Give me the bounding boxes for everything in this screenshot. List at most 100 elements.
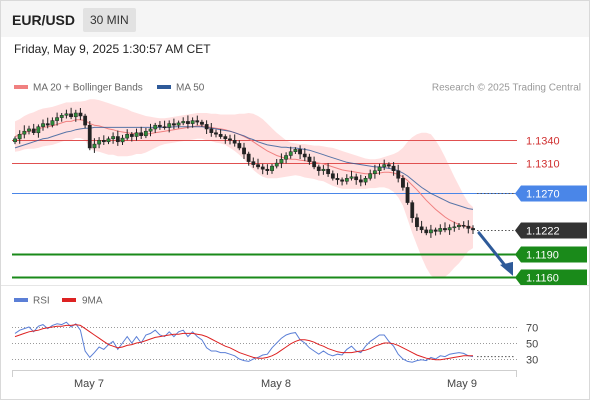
- candle: [433, 227, 438, 236]
- candle: [466, 220, 471, 234]
- candle-body: [358, 179, 363, 183]
- candle: [443, 222, 447, 233]
- candle: [167, 120, 172, 133]
- candle-body: [172, 123, 176, 126]
- candle: [237, 140, 242, 151]
- candle: [438, 224, 443, 235]
- candle: [471, 225, 475, 234]
- candle-body: [401, 178, 405, 188]
- candle-body: [176, 122, 181, 126]
- candle: [36, 124, 41, 138]
- level-label-1-1270: 1.1270: [526, 189, 560, 201]
- x-tick-label: May 7: [74, 378, 104, 390]
- level-tag-1-1190: 1.1190: [515, 246, 587, 263]
- timeframe-button[interactable]: 30 MIN: [83, 8, 136, 32]
- candle-body: [298, 149, 302, 155]
- candle-body: [256, 164, 260, 168]
- bollinger-band: [15, 99, 473, 279]
- instrument-title: EUR/USD: [12, 12, 76, 28]
- candle: [228, 134, 232, 145]
- candle: [22, 125, 27, 139]
- candle: [218, 129, 223, 139]
- candle: [172, 118, 176, 130]
- candle: [209, 123, 214, 137]
- candle: [55, 112, 59, 126]
- candle-body: [302, 153, 307, 158]
- legend-bollinger-label: MA 20 + Bollinger Bands: [33, 83, 143, 94]
- candle-body: [45, 123, 50, 126]
- legend-ma50-label: MA 50: [176, 83, 205, 94]
- candle: [358, 174, 363, 187]
- legend-rsi-label: RSI: [33, 296, 50, 307]
- candles: [13, 107, 475, 238]
- candle: [321, 165, 326, 175]
- candle: [415, 213, 419, 231]
- candle-body: [143, 130, 148, 137]
- candle-body: [228, 138, 232, 141]
- candle-body: [101, 140, 106, 143]
- candle: [349, 170, 354, 181]
- candle: [335, 173, 340, 185]
- candle: [340, 177, 345, 186]
- candle: [307, 153, 312, 165]
- candle-body: [461, 225, 466, 227]
- candle: [396, 164, 401, 183]
- candle: [157, 121, 162, 130]
- candle-body: [466, 225, 471, 229]
- candle: [363, 176, 368, 186]
- candle-body: [246, 153, 251, 162]
- candle: [223, 134, 228, 144]
- candle-body: [265, 168, 270, 171]
- candle: [251, 157, 256, 168]
- candle-body: [368, 173, 373, 179]
- candle: [265, 164, 270, 175]
- candle: [59, 113, 64, 122]
- candle: [246, 151, 251, 166]
- candle: [344, 174, 349, 185]
- candle: [401, 175, 405, 191]
- candle: [452, 221, 457, 232]
- candle: [64, 109, 69, 119]
- candle-body: [214, 132, 218, 135]
- candle-body: [293, 149, 298, 152]
- candle-body: [129, 134, 134, 137]
- candle-body: [134, 132, 139, 137]
- candle-body: [391, 165, 396, 171]
- rsi-line: [14, 321, 474, 363]
- candle-body: [73, 112, 78, 118]
- candle: [270, 163, 274, 174]
- candle-body: [31, 128, 36, 133]
- candle-body: [148, 128, 153, 132]
- candle: [101, 135, 106, 145]
- candle: [148, 123, 153, 137]
- candle: [377, 163, 382, 175]
- candle: [129, 132, 134, 142]
- legend-ma9-swatch: [62, 298, 76, 302]
- candle-body: [415, 217, 419, 228]
- candle-body: [87, 124, 92, 149]
- candle: [293, 147, 298, 154]
- candle: [153, 122, 158, 133]
- candle: [274, 159, 279, 169]
- legend-ma50-swatch: [157, 85, 171, 89]
- candle: [382, 159, 387, 171]
- candle: [447, 224, 452, 235]
- candle: [78, 108, 83, 121]
- candle-body: [349, 176, 354, 179]
- candle: [316, 164, 321, 176]
- level-tag-bg: [515, 185, 587, 202]
- last-price-label: 1.1222: [526, 226, 560, 238]
- candle: [13, 136, 17, 145]
- candle: [256, 158, 260, 170]
- candle-body: [115, 136, 120, 143]
- candle-body: [429, 229, 433, 234]
- x-tick-label: May 8: [261, 378, 291, 390]
- candle-body: [279, 159, 284, 164]
- candle-body: [251, 161, 256, 165]
- rsi-tick-label: 50: [526, 339, 538, 351]
- last-price-tag-bg: [515, 222, 587, 239]
- candle: [195, 115, 200, 126]
- level-label-1-1310: 1.1310: [526, 159, 560, 171]
